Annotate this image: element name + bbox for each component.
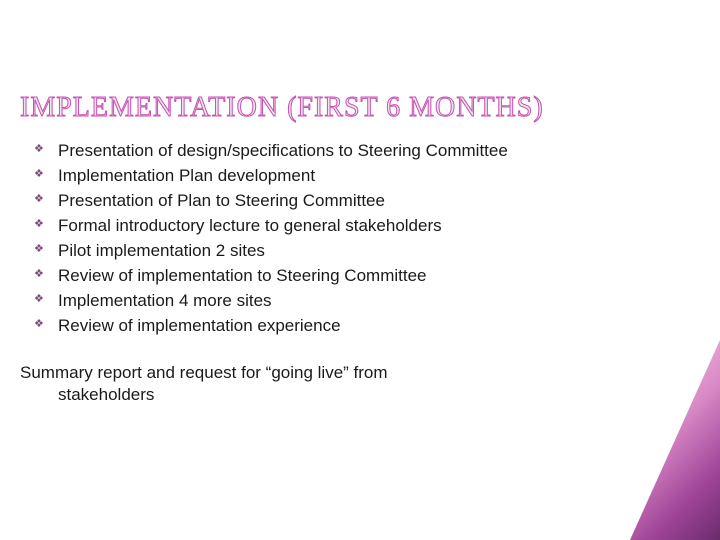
slide-title: IMPLEMENTATION (FIRST 6 MONTHS) xyxy=(20,92,544,124)
list-item: Formal introductory lecture to general s… xyxy=(20,215,620,238)
corner-accent-triangle xyxy=(630,340,720,540)
list-item: Pilot implementation 2 sites xyxy=(20,240,620,263)
bullet-list: Presentation of design/specifications to… xyxy=(20,140,620,338)
summary-line-1: Summary report and request for “going li… xyxy=(20,362,620,385)
slide-content: Presentation of design/specifications to… xyxy=(20,140,620,407)
list-item: Presentation of Plan to Steering Committ… xyxy=(20,190,620,213)
list-item: Implementation Plan development xyxy=(20,165,620,188)
list-item: Review of implementation experience xyxy=(20,315,620,338)
list-item: Presentation of design/specifications to… xyxy=(20,140,620,163)
summary-line-2: stakeholders xyxy=(20,384,620,407)
list-item: Review of implementation to Steering Com… xyxy=(20,265,620,288)
list-item: Implementation 4 more sites xyxy=(20,290,620,313)
summary-text: Summary report and request for “going li… xyxy=(20,362,620,408)
